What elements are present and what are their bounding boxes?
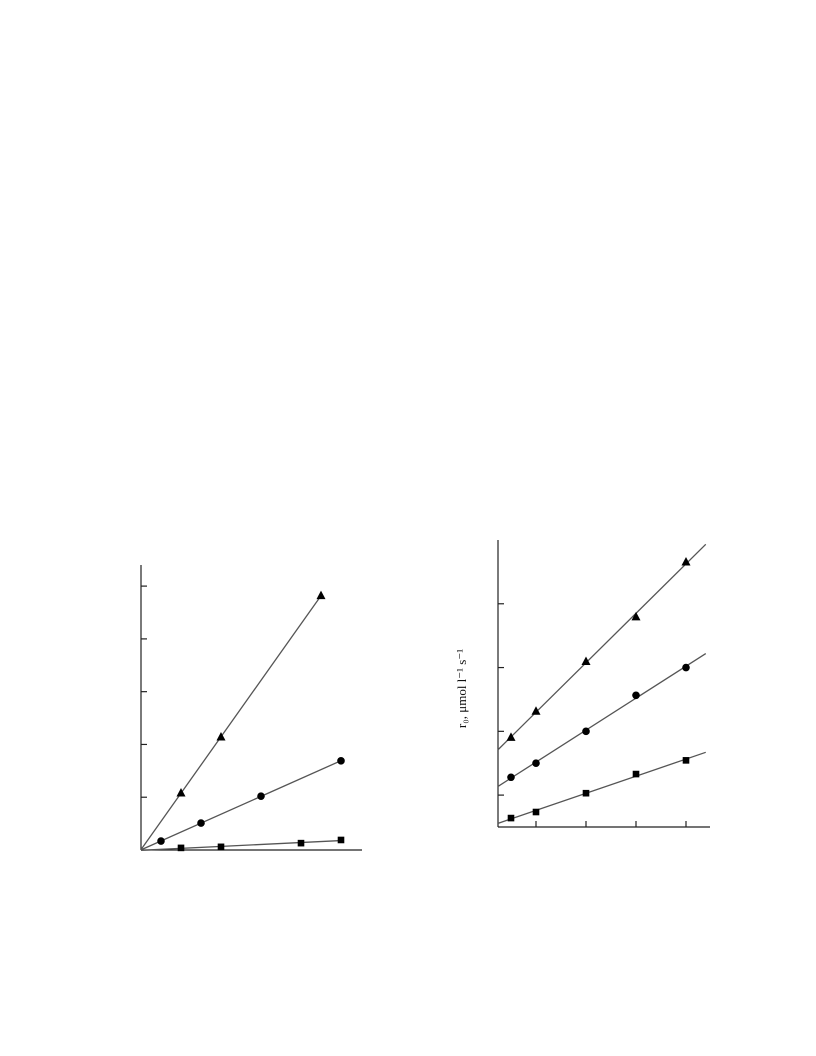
marker bbox=[197, 819, 205, 827]
marker bbox=[297, 839, 305, 847]
fit-line bbox=[497, 653, 707, 787]
marker bbox=[582, 789, 590, 797]
marker bbox=[682, 663, 690, 672]
marker bbox=[507, 773, 515, 782]
marker bbox=[681, 557, 691, 566]
marker bbox=[582, 727, 590, 736]
marker bbox=[217, 843, 225, 851]
marker bbox=[632, 770, 640, 778]
fit-line bbox=[497, 751, 706, 824]
marker bbox=[682, 757, 690, 764]
marker bbox=[532, 759, 540, 768]
marker bbox=[531, 706, 541, 715]
marker bbox=[216, 732, 226, 741]
marker bbox=[157, 837, 165, 845]
fit-line bbox=[140, 595, 322, 851]
marker bbox=[506, 732, 516, 741]
fit-line bbox=[140, 839, 342, 851]
y-axis-label: r₀, μmol l⁻¹ s⁻¹ bbox=[454, 649, 469, 728]
marker bbox=[507, 814, 515, 822]
marker bbox=[257, 792, 265, 800]
marker bbox=[316, 590, 326, 600]
marker bbox=[337, 836, 345, 844]
fit-line bbox=[140, 760, 342, 851]
marker bbox=[337, 757, 345, 765]
marker bbox=[177, 844, 185, 852]
fit-line bbox=[497, 543, 707, 751]
marker bbox=[581, 656, 591, 665]
marker bbox=[632, 691, 640, 700]
marker bbox=[176, 788, 186, 797]
marker bbox=[631, 611, 641, 621]
marker bbox=[532, 808, 540, 816]
